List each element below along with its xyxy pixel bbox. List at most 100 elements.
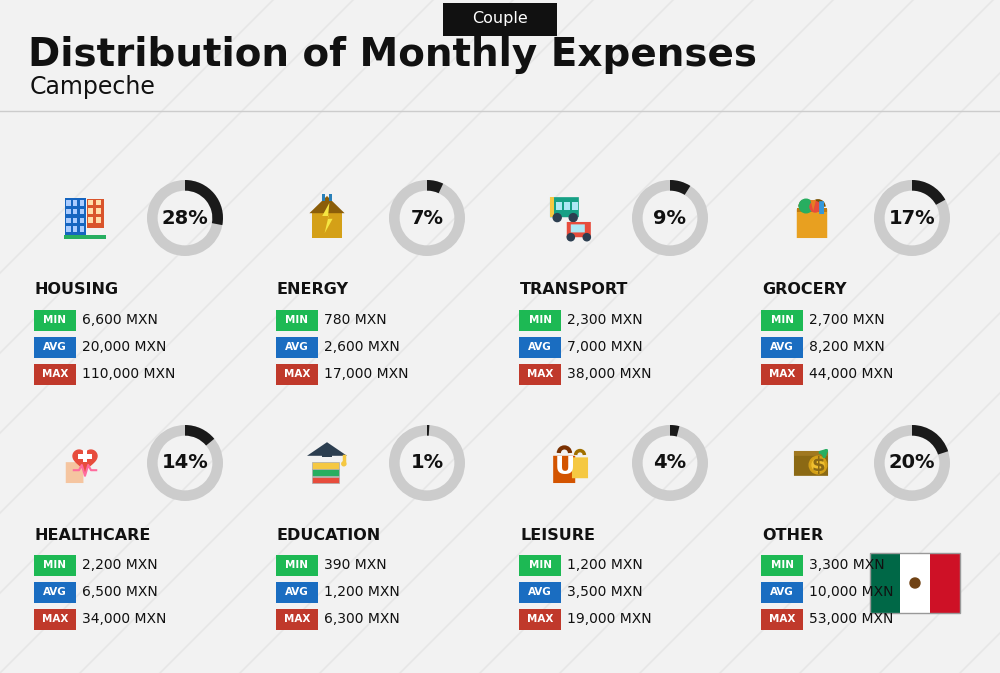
Text: MIN: MIN: [286, 560, 308, 570]
Polygon shape: [307, 442, 347, 456]
FancyBboxPatch shape: [276, 336, 318, 357]
FancyBboxPatch shape: [797, 209, 827, 238]
Text: 9%: 9%: [654, 209, 686, 227]
Text: 2,300 MXN: 2,300 MXN: [567, 313, 643, 327]
FancyBboxPatch shape: [794, 451, 828, 456]
Text: AVG: AVG: [43, 587, 67, 597]
FancyBboxPatch shape: [312, 476, 339, 483]
FancyBboxPatch shape: [276, 555, 318, 575]
Text: 14%: 14%: [162, 454, 208, 472]
FancyBboxPatch shape: [312, 462, 339, 468]
Polygon shape: [322, 203, 333, 234]
FancyBboxPatch shape: [761, 310, 803, 330]
Text: AVG: AVG: [43, 342, 67, 352]
FancyBboxPatch shape: [96, 200, 101, 205]
Wedge shape: [912, 180, 945, 205]
Wedge shape: [632, 425, 708, 501]
Text: 7%: 7%: [411, 209, 444, 227]
Text: 44,000 MXN: 44,000 MXN: [809, 367, 893, 381]
Text: AVG: AVG: [285, 342, 309, 352]
Text: MAX: MAX: [527, 614, 553, 624]
FancyBboxPatch shape: [276, 363, 318, 384]
FancyBboxPatch shape: [80, 209, 84, 215]
Text: 1%: 1%: [410, 454, 444, 472]
Polygon shape: [810, 200, 816, 211]
Wedge shape: [670, 180, 690, 195]
FancyBboxPatch shape: [80, 217, 84, 223]
Text: 8,200 MXN: 8,200 MXN: [809, 340, 885, 354]
FancyBboxPatch shape: [66, 209, 71, 215]
FancyBboxPatch shape: [550, 197, 554, 217]
FancyBboxPatch shape: [519, 310, 561, 330]
FancyBboxPatch shape: [66, 217, 71, 223]
FancyBboxPatch shape: [572, 202, 578, 210]
FancyBboxPatch shape: [64, 235, 106, 239]
Text: TRANSPORT: TRANSPORT: [520, 283, 628, 297]
Circle shape: [569, 213, 577, 221]
Circle shape: [567, 234, 574, 241]
Circle shape: [342, 462, 346, 466]
Text: MIN: MIN: [286, 315, 308, 325]
FancyBboxPatch shape: [870, 553, 900, 613]
Wedge shape: [427, 180, 443, 193]
Text: 53,000 MXN: 53,000 MXN: [809, 612, 893, 626]
Text: 6,500 MXN: 6,500 MXN: [82, 585, 158, 599]
FancyBboxPatch shape: [553, 456, 575, 483]
Text: MAX: MAX: [769, 369, 795, 379]
Text: AVG: AVG: [528, 587, 552, 597]
Text: AVG: AVG: [285, 587, 309, 597]
Text: 20,000 MXN: 20,000 MXN: [82, 340, 166, 354]
FancyBboxPatch shape: [797, 207, 827, 211]
FancyBboxPatch shape: [34, 581, 76, 602]
Text: ENERGY: ENERGY: [277, 283, 349, 297]
Wedge shape: [670, 425, 679, 437]
Text: AVG: AVG: [770, 587, 794, 597]
Text: $: $: [811, 456, 825, 474]
Text: MAX: MAX: [527, 369, 553, 379]
Text: 28%: 28%: [162, 209, 208, 227]
Text: MIN: MIN: [528, 315, 552, 325]
FancyBboxPatch shape: [761, 336, 803, 357]
Wedge shape: [632, 180, 708, 256]
FancyBboxPatch shape: [329, 194, 332, 201]
Text: OTHER: OTHER: [762, 528, 823, 542]
FancyBboxPatch shape: [567, 222, 591, 237]
Text: U: U: [554, 455, 575, 479]
FancyBboxPatch shape: [34, 555, 76, 575]
Text: 19,000 MXN: 19,000 MXN: [567, 612, 652, 626]
FancyBboxPatch shape: [519, 363, 561, 384]
Text: Distribution of Monthly Expenses: Distribution of Monthly Expenses: [28, 36, 757, 74]
FancyBboxPatch shape: [930, 553, 960, 613]
FancyBboxPatch shape: [519, 581, 561, 602]
Circle shape: [809, 456, 827, 474]
FancyBboxPatch shape: [88, 200, 93, 205]
FancyBboxPatch shape: [564, 202, 570, 210]
Text: 2,700 MXN: 2,700 MXN: [809, 313, 885, 327]
Text: MAX: MAX: [284, 369, 310, 379]
Wedge shape: [147, 180, 223, 256]
Text: GROCERY: GROCERY: [762, 283, 846, 297]
FancyBboxPatch shape: [761, 555, 803, 575]
Text: MAX: MAX: [769, 614, 795, 624]
Text: MAX: MAX: [42, 614, 68, 624]
Circle shape: [553, 213, 561, 221]
FancyBboxPatch shape: [66, 226, 71, 232]
Wedge shape: [389, 180, 465, 256]
Polygon shape: [73, 450, 97, 472]
Circle shape: [812, 459, 824, 471]
FancyBboxPatch shape: [80, 200, 84, 205]
FancyBboxPatch shape: [276, 581, 318, 602]
FancyBboxPatch shape: [66, 462, 83, 483]
FancyBboxPatch shape: [34, 336, 76, 357]
Text: MIN: MIN: [770, 315, 794, 325]
FancyBboxPatch shape: [34, 608, 76, 629]
Text: AVG: AVG: [770, 342, 794, 352]
Text: Couple: Couple: [472, 11, 528, 26]
FancyBboxPatch shape: [519, 555, 561, 575]
Text: MIN: MIN: [44, 560, 66, 570]
Text: AVG: AVG: [528, 342, 552, 352]
FancyBboxPatch shape: [276, 608, 318, 629]
FancyBboxPatch shape: [65, 198, 86, 238]
Text: MAX: MAX: [284, 614, 310, 624]
Wedge shape: [874, 180, 950, 256]
